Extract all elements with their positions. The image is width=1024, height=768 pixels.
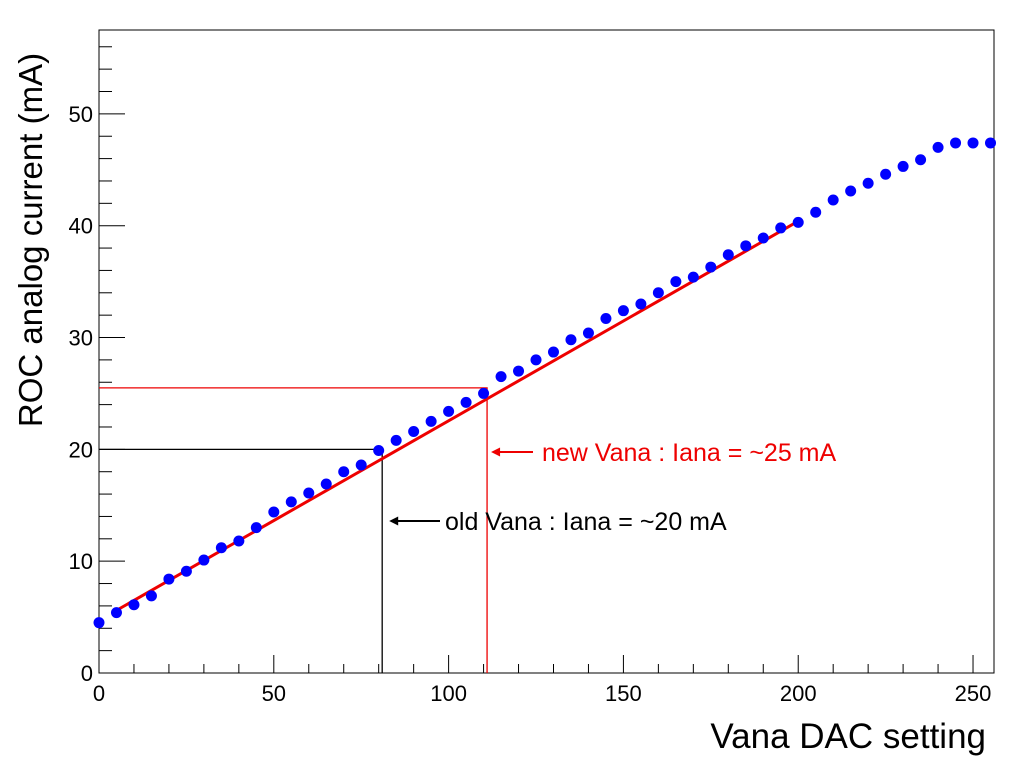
data-point xyxy=(110,607,122,619)
data-point xyxy=(215,542,227,554)
data-point xyxy=(163,573,175,585)
old-vana-arrow-head xyxy=(389,516,399,526)
data-point xyxy=(687,271,699,283)
new-vana-annotation: new Vana : Iana = ~25 mA xyxy=(542,439,837,467)
data-point xyxy=(495,371,507,383)
y-tick-label: 40 xyxy=(69,214,93,239)
data-point xyxy=(705,261,717,273)
data-point xyxy=(513,365,525,377)
data-point xyxy=(722,249,734,261)
data-point xyxy=(880,168,892,180)
data-points xyxy=(93,137,997,629)
y-tick-label: 0 xyxy=(81,661,93,686)
data-point xyxy=(845,185,857,197)
plot-area xyxy=(98,29,995,674)
data-point xyxy=(897,160,909,172)
data-point xyxy=(93,617,105,629)
data-point xyxy=(303,487,315,499)
data-point xyxy=(320,478,332,490)
data-point xyxy=(145,590,157,602)
new-vana-guide-line xyxy=(99,387,488,673)
y-tick-label: 30 xyxy=(69,326,93,351)
data-point xyxy=(425,415,437,427)
data-point xyxy=(250,522,262,534)
y-tick-label: 50 xyxy=(69,102,93,127)
x-tick-label: 50 xyxy=(262,681,286,706)
data-point xyxy=(792,216,804,228)
old-vana-annotation: old Vana : Iana = ~20 mA xyxy=(445,508,727,536)
data-point xyxy=(128,599,140,611)
fit-line xyxy=(115,219,799,612)
x-axis-label: Vana DAC setting xyxy=(710,717,986,756)
data-point xyxy=(617,305,629,317)
data-point xyxy=(390,434,402,446)
data-point xyxy=(582,327,594,339)
data-point xyxy=(652,287,664,299)
data-point xyxy=(985,137,997,149)
x-tick-label: 200 xyxy=(780,681,817,706)
data-point xyxy=(530,354,542,366)
x-tick-label: 100 xyxy=(430,681,467,706)
data-point xyxy=(408,425,420,437)
x-tick-label: 250 xyxy=(955,681,992,706)
data-point xyxy=(775,222,787,234)
data-point xyxy=(285,496,297,508)
x-tick-label: 150 xyxy=(605,681,642,706)
data-point xyxy=(198,554,210,566)
annotations: old Vana : Iana = ~20 mA new Vana : Iana … xyxy=(389,439,837,536)
data-point xyxy=(862,177,874,189)
data-point xyxy=(950,137,962,149)
y-tick-label: 20 xyxy=(69,437,93,462)
data-point xyxy=(915,154,927,166)
new-vana-arrow-head xyxy=(491,447,501,457)
y-axis-label: ROC analog current (mA) xyxy=(12,53,49,427)
y-tick-label: 10 xyxy=(69,549,93,574)
data-point xyxy=(600,313,612,325)
data-point xyxy=(670,276,682,288)
fit-line-group xyxy=(115,219,799,612)
data-point xyxy=(373,444,385,456)
axis-ticks xyxy=(98,46,974,674)
data-point xyxy=(268,506,280,518)
data-point xyxy=(565,334,577,346)
data-point xyxy=(338,466,350,478)
data-point xyxy=(443,405,455,417)
data-point xyxy=(740,240,752,252)
data-point xyxy=(355,459,367,471)
data-point xyxy=(932,141,944,153)
data-point xyxy=(460,396,472,408)
x-tick-label: 0 xyxy=(93,681,105,706)
data-point xyxy=(180,565,192,577)
data-point xyxy=(967,137,979,149)
data-point xyxy=(233,535,245,547)
data-point xyxy=(827,194,839,206)
data-point xyxy=(757,232,769,244)
data-point xyxy=(810,206,822,218)
data-point xyxy=(635,298,647,310)
data-point xyxy=(547,346,559,358)
tick-labels: 0 50 100 150 200 250 0 10 20 30 40 50 xyxy=(69,102,992,706)
data-point xyxy=(478,387,490,399)
